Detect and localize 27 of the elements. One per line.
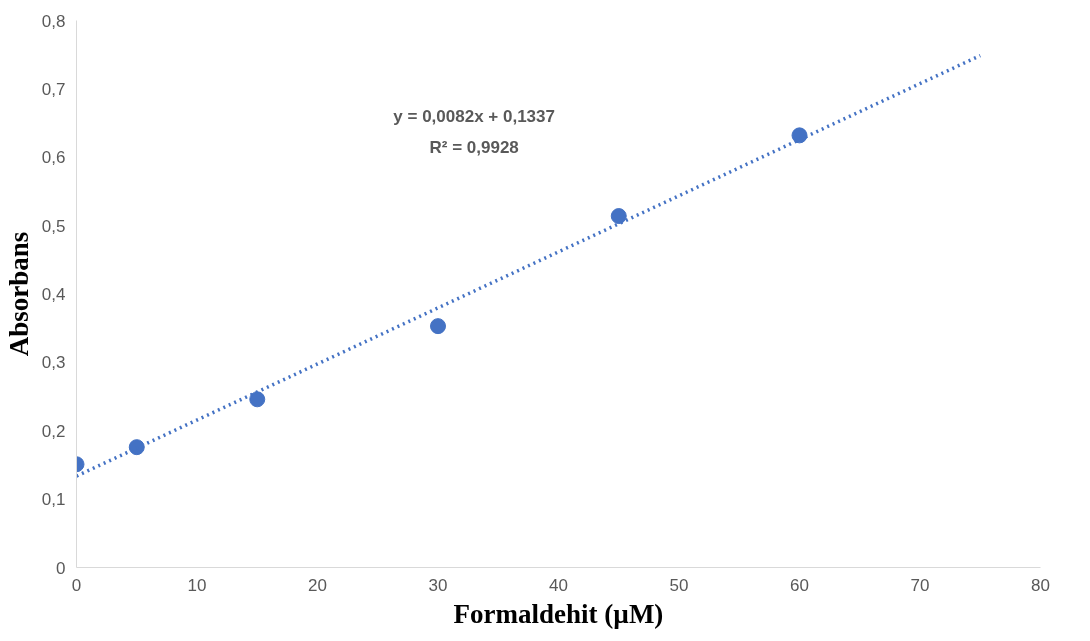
y-tick-label: 0,5 [41,216,66,236]
y-tick-label: 0,1 [41,490,66,510]
annotation: y = 0,0082x + 0,1337 [393,107,555,127]
x-tick-label: 20 [308,575,327,595]
y-tick-label: 0,4 [41,285,66,304]
x-tick-label: 30 [428,575,448,595]
point [791,127,808,144]
x-tick-label: 70 [910,575,930,595]
y-tick-label: 0,3 [41,353,66,373]
x-tick-label: 60 [790,575,809,595]
y-tick-label: 0,7 [41,79,66,99]
point [249,391,266,408]
point [610,208,627,225]
x-tick-label: 40 [549,575,568,595]
x-tick-label: 10 [187,575,207,595]
x-tick-label: 0 [71,575,82,595]
y-tick-label: 0,6 [41,148,66,168]
point [128,439,145,456]
x-axis-title: Formaldehit (µM) [453,598,664,629]
y-tick-label: 0,2 [41,421,66,441]
y-axis-title: Absorbans [3,231,34,357]
annotation: R² = 0,9928 [429,138,519,158]
x-tick-label: 50 [669,575,689,595]
y-tick-label: 0 [56,558,66,578]
point [430,318,446,335]
x-tick-label: 80 [1031,575,1050,595]
y-tick-label: 0,8 [41,11,66,31]
